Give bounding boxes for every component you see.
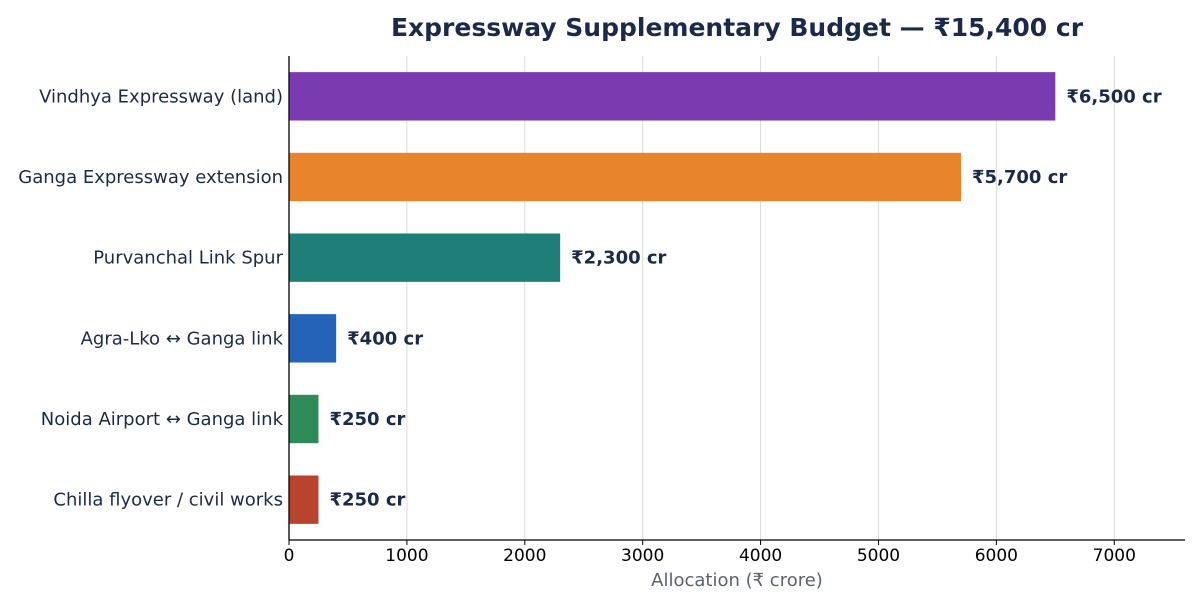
x-tick-label: 3000 — [621, 546, 664, 566]
bars: Vindhya Expressway (land) ₹6,500 cr Ganga … — [18, 72, 1162, 524]
gridlines — [406, 56, 1115, 540]
value-label: ₹250 cr — [329, 490, 405, 511]
x-tick-label: 4000 — [739, 546, 782, 566]
bar — [289, 475, 319, 524]
category-label: Noida Airport ↔ Ganga link — [41, 409, 284, 430]
x-tick-label: 7000 — [1093, 546, 1136, 566]
category-label: Purvanchal Link Spur — [93, 248, 283, 269]
value-label: ₹2,300 cr — [571, 248, 666, 269]
x-tick-label: 6000 — [975, 546, 1018, 566]
value-label: ₹6,500 cr — [1066, 86, 1161, 107]
x-axis-label: Allocation (₹ crore) — [651, 570, 823, 591]
value-label: ₹250 cr — [329, 409, 405, 430]
bar — [289, 152, 961, 202]
bar — [289, 314, 337, 363]
x-ticks: 0 1000 2000 3000 4000 5000 6000 7000 — [284, 540, 1136, 566]
x-tick-label: 2000 — [503, 546, 546, 566]
value-label: ₹400 cr — [347, 328, 423, 349]
x-tick-label: 1000 — [385, 546, 428, 566]
value-label: ₹5,700 cr — [972, 167, 1067, 188]
category-label: Chilla flyover / civil works — [53, 490, 283, 511]
chart-title: Expressway Supplementary Budget — ₹15,40… — [391, 13, 1084, 42]
bar — [289, 233, 561, 282]
category-label: Ganga Expressway extension — [18, 167, 283, 188]
category-label: Vindhya Expressway (land) — [39, 86, 283, 107]
x-tick-label: 0 — [284, 546, 295, 566]
axes — [288, 56, 1185, 541]
category-label: Agra-Lko ↔ Ganga link — [81, 328, 284, 349]
bar — [289, 394, 319, 444]
x-tick-label: 5000 — [857, 546, 900, 566]
bar — [289, 72, 1056, 121]
